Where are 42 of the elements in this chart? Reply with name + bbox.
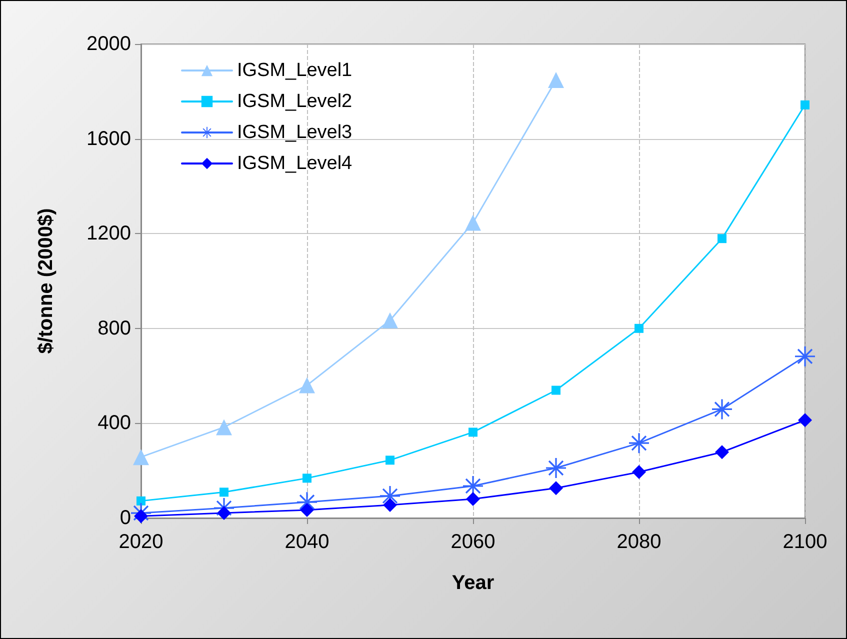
x-axis-title: Year (452, 572, 494, 594)
point (468, 428, 478, 437)
point (465, 214, 481, 231)
point (133, 449, 149, 466)
point (634, 324, 644, 333)
y-tick-label: 1200 (86, 222, 131, 245)
point (386, 456, 394, 465)
point (800, 100, 810, 110)
x-tick-label: 2020 (118, 531, 164, 553)
point (299, 377, 315, 394)
point (549, 481, 563, 496)
point (795, 346, 815, 366)
point (552, 386, 560, 395)
legend-label: IGSM_Level4 (237, 153, 353, 174)
point (216, 419, 232, 436)
point (629, 433, 649, 454)
point (302, 474, 312, 483)
x-tick-label: 2100 (782, 531, 828, 553)
y-tick-label: 400 (98, 412, 131, 434)
point (546, 458, 566, 478)
y-tick-label: 800 (98, 317, 131, 340)
legend-label: IGSM_Level1 (237, 60, 352, 81)
y-tick-label: 2000 (86, 33, 131, 55)
y-tick-label: 1600 (86, 128, 131, 150)
point (798, 413, 812, 428)
x-tick-label: 2040 (284, 531, 330, 553)
point (383, 498, 397, 512)
legend-label: IGSM_Level2 (237, 91, 352, 112)
point (466, 492, 480, 506)
legend-label: IGSM_Level3 (237, 122, 352, 143)
point (715, 445, 729, 460)
x-tick-label: 2060 (450, 531, 496, 553)
point (300, 502, 314, 517)
point (382, 312, 398, 328)
point (136, 496, 146, 506)
point (548, 72, 564, 88)
point (220, 488, 228, 497)
point (718, 234, 726, 244)
point (632, 465, 646, 480)
y-tick-label: 0 (120, 507, 131, 529)
y-axis-title: $/tonne (2000$) (35, 208, 57, 354)
x-tick-label: 2080 (616, 531, 662, 553)
